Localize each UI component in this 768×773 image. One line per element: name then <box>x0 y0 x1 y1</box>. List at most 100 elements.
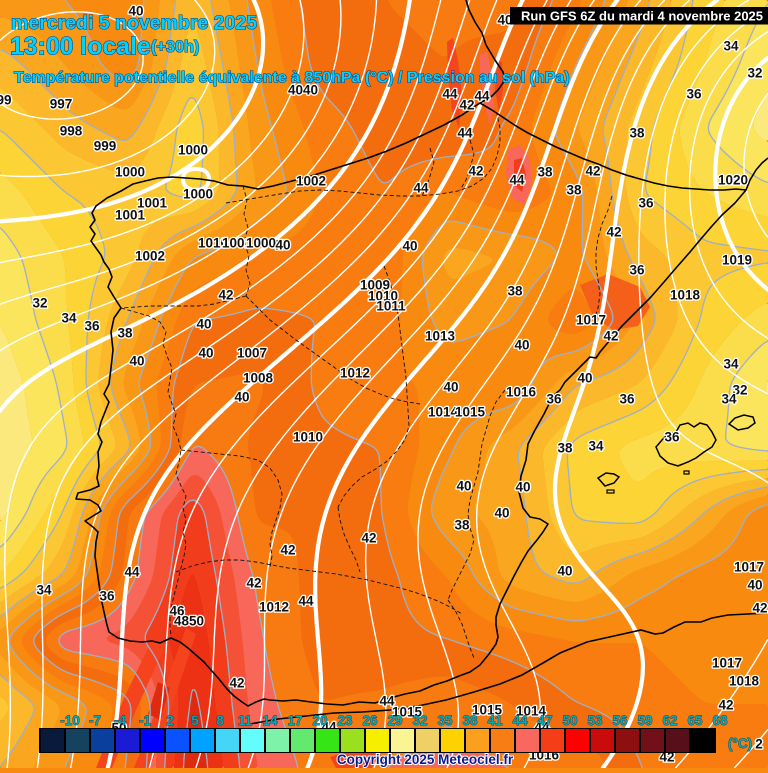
svg-text:Run GFS 6Z du mardi 4 novembre: Run GFS 6Z du mardi 4 novembre 2025 <box>521 9 763 24</box>
svg-text:42: 42 <box>229 676 244 691</box>
svg-text:38: 38 <box>566 183 582 198</box>
svg-text:4850: 4850 <box>174 614 204 629</box>
svg-text:998: 998 <box>60 124 83 139</box>
svg-text:38: 38 <box>117 326 133 341</box>
svg-text:38: 38 <box>454 518 470 533</box>
svg-text:68: 68 <box>712 713 728 728</box>
svg-text:36: 36 <box>638 196 654 211</box>
svg-text:42: 42 <box>718 698 733 713</box>
svg-text:36: 36 <box>99 589 115 604</box>
svg-text:40: 40 <box>443 380 458 395</box>
svg-text:1015: 1015 <box>472 703 503 718</box>
svg-text:1009: 1009 <box>360 278 390 293</box>
svg-text:1010: 1010 <box>198 236 228 251</box>
svg-text:42: 42 <box>585 164 600 179</box>
svg-text:32: 32 <box>732 383 747 398</box>
svg-text:40: 40 <box>234 390 249 405</box>
svg-text:99: 99 <box>0 93 12 108</box>
svg-text:-7: -7 <box>89 713 101 728</box>
svg-text:1000: 1000 <box>183 187 213 202</box>
svg-text:40: 40 <box>129 354 144 369</box>
svg-text:41: 41 <box>487 713 503 728</box>
svg-text:1019: 1019 <box>722 253 752 268</box>
svg-text:32: 32 <box>747 66 762 81</box>
svg-text:44: 44 <box>298 594 314 609</box>
svg-text:34: 34 <box>61 311 77 326</box>
svg-text:44: 44 <box>457 126 473 141</box>
svg-text:34: 34 <box>723 357 739 372</box>
svg-text:36: 36 <box>546 392 562 407</box>
svg-text:20: 20 <box>312 713 327 728</box>
svg-text:1008: 1008 <box>243 371 274 386</box>
svg-text:999: 999 <box>94 139 117 154</box>
svg-text:44: 44 <box>509 173 525 188</box>
svg-text:36: 36 <box>629 263 645 278</box>
svg-text:32: 32 <box>412 713 427 728</box>
svg-text:1002: 1002 <box>135 249 165 264</box>
svg-text:59: 59 <box>637 713 652 728</box>
svg-text:Température potentielle équiva: Température potentielle équivalente à 85… <box>14 70 570 87</box>
svg-text:Copyright 2025 Meteociel.fr: Copyright 2025 Meteociel.fr <box>337 752 514 767</box>
svg-text:1007: 1007 <box>237 346 267 361</box>
svg-text:38: 38 <box>629 126 645 141</box>
svg-text:32: 32 <box>32 296 47 311</box>
svg-text:4040: 4040 <box>288 83 318 98</box>
svg-text:14: 14 <box>262 713 278 728</box>
svg-text:36: 36 <box>664 430 680 445</box>
svg-text:2: 2 <box>755 737 763 752</box>
svg-text:23: 23 <box>337 713 353 728</box>
svg-text:62: 62 <box>662 713 677 728</box>
svg-text:1010: 1010 <box>293 430 323 445</box>
svg-text:(+30h): (+30h) <box>151 38 199 56</box>
svg-text:42: 42 <box>218 288 233 303</box>
svg-text:36: 36 <box>84 319 100 334</box>
svg-text:47: 47 <box>537 713 552 728</box>
svg-text:42: 42 <box>459 98 474 113</box>
svg-text:40: 40 <box>515 480 530 495</box>
svg-text:8: 8 <box>216 713 224 728</box>
svg-text:36: 36 <box>686 87 702 102</box>
svg-text:53: 53 <box>587 713 603 728</box>
svg-text:(°C): (°C) <box>728 736 752 751</box>
svg-text:1001: 1001 <box>115 208 146 223</box>
svg-text:1017: 1017 <box>576 313 606 328</box>
svg-text:40: 40 <box>494 506 509 521</box>
svg-text:40: 40 <box>196 317 211 332</box>
svg-text:40: 40 <box>275 238 290 253</box>
svg-text:13:00 locale: 13:00 locale <box>10 34 151 61</box>
svg-text:40: 40 <box>747 578 762 593</box>
svg-text:11: 11 <box>238 713 253 728</box>
svg-text:50: 50 <box>562 713 577 728</box>
svg-text:40: 40 <box>577 371 592 386</box>
svg-text:2: 2 <box>166 713 174 728</box>
svg-text:29: 29 <box>387 713 402 728</box>
svg-text:38: 38 <box>557 441 573 456</box>
svg-text:40: 40 <box>497 13 512 28</box>
svg-text:42: 42 <box>468 164 483 179</box>
svg-text:38: 38 <box>462 713 478 728</box>
svg-text:1020: 1020 <box>718 173 748 188</box>
svg-text:1002: 1002 <box>296 174 326 189</box>
svg-text:40: 40 <box>198 346 213 361</box>
svg-text:997: 997 <box>50 97 73 112</box>
svg-text:42: 42 <box>246 576 261 591</box>
svg-text:44: 44 <box>413 181 429 196</box>
svg-text:1011: 1011 <box>376 299 406 314</box>
svg-text:-4: -4 <box>114 713 126 728</box>
svg-text:38: 38 <box>507 284 523 299</box>
svg-text:42: 42 <box>606 225 621 240</box>
svg-text:mercredi 5 novembre 2025: mercredi 5 novembre 2025 <box>11 12 257 34</box>
svg-text:1001: 1001 <box>137 196 168 211</box>
svg-text:-1: -1 <box>139 713 151 728</box>
svg-text:1013: 1013 <box>425 329 456 344</box>
svg-text:1017: 1017 <box>734 560 764 575</box>
svg-text:26: 26 <box>362 713 378 728</box>
svg-text:38: 38 <box>537 165 553 180</box>
svg-text:35: 35 <box>437 713 453 728</box>
svg-text:44: 44 <box>512 713 528 728</box>
svg-text:1018: 1018 <box>670 288 701 303</box>
svg-text:1017: 1017 <box>712 656 742 671</box>
svg-text:1016: 1016 <box>506 385 537 400</box>
svg-text:34: 34 <box>721 392 737 407</box>
svg-text:40: 40 <box>128 4 143 19</box>
